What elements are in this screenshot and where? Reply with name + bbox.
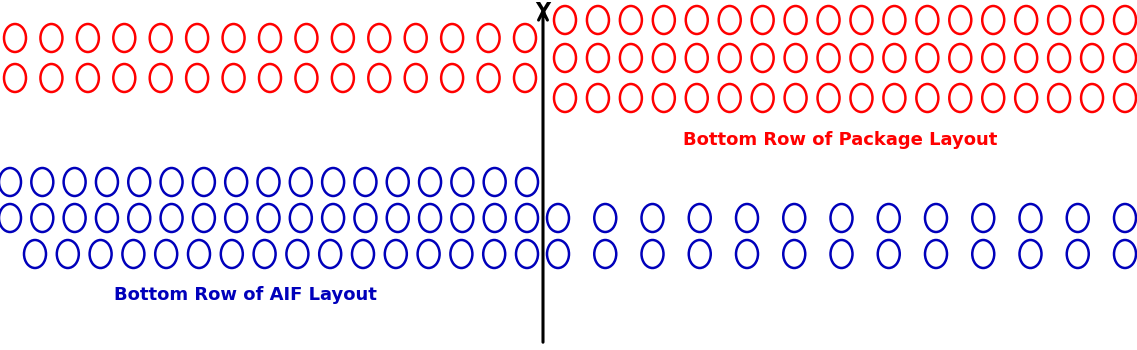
Text: Bottom Row of Package Layout: Bottom Row of Package Layout <box>683 131 997 149</box>
Text: Y: Y <box>536 2 550 22</box>
Text: Bottom Row of AIF Layout: Bottom Row of AIF Layout <box>114 286 376 304</box>
